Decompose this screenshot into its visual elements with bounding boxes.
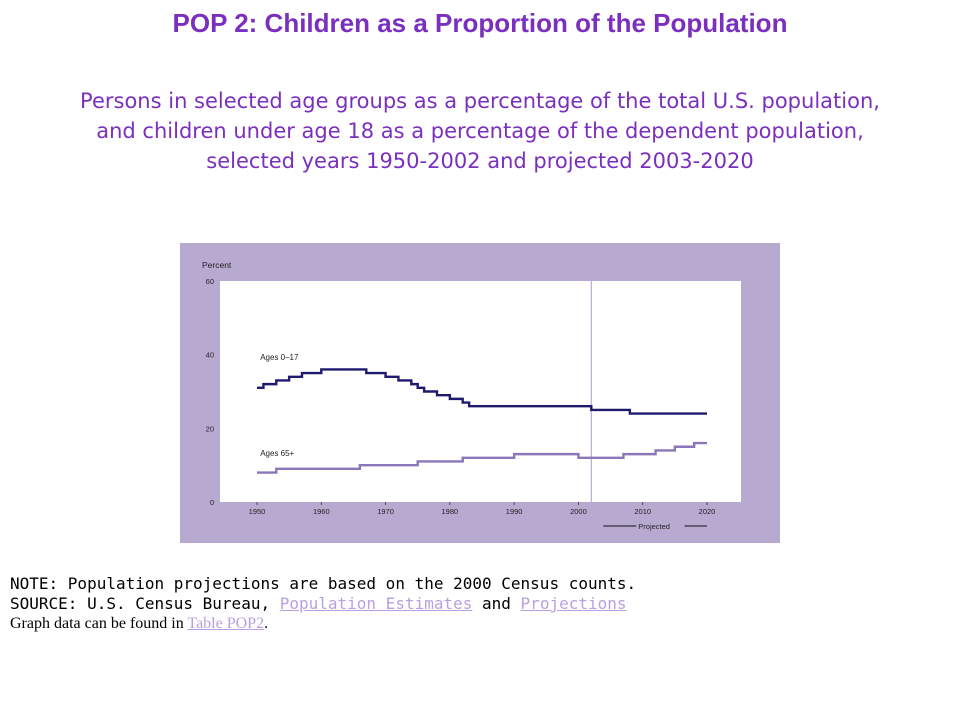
projected-label: Projected — [638, 522, 670, 531]
x-tick-label: 2010 — [634, 507, 651, 516]
graph-suffix: . — [264, 615, 269, 632]
y-axis-label: Percent — [202, 260, 232, 270]
series-label-elderly: Ages 65+ — [260, 449, 294, 458]
graph-data-line: Graph data can be found in Table POP2. — [10, 614, 950, 634]
y-tick-label: 0 — [210, 498, 214, 507]
table-pop2-link[interactable]: Table POP2 — [187, 615, 265, 632]
x-tick-label: 2020 — [699, 507, 716, 516]
y-tick-label: 60 — [206, 277, 214, 286]
source-and: and — [472, 594, 521, 613]
graph-prefix: Graph data can be found in — [10, 615, 188, 632]
projections-link[interactable]: Projections — [520, 594, 627, 613]
note-line: NOTE: Population projections are based o… — [10, 574, 637, 593]
x-tick-label: 1960 — [313, 507, 330, 516]
x-tick-label: 2000 — [570, 507, 587, 516]
x-tick-label: 1980 — [442, 507, 459, 516]
y-tick-label: 40 — [206, 351, 214, 360]
x-tick-label: 1950 — [249, 507, 266, 516]
population-estimates-link[interactable]: Population Estimates — [279, 594, 473, 613]
page-title: POP 2: Children as a Proportion of the P… — [172, 8, 788, 38]
page-subtitle: Persons in selected age groups as a perc… — [80, 89, 880, 173]
source-line: SOURCE: U.S. Census Bureau, Population E… — [10, 594, 950, 614]
x-tick-label: 1990 — [506, 507, 523, 516]
plot-area — [220, 281, 741, 502]
y-tick-label: 20 — [206, 424, 214, 433]
line-chart: Percent 0 20 40 60 1950 1960 1970 1980 1990 2000 20… — [202, 260, 741, 531]
notes-block: NOTE: Population projections are based o… — [10, 574, 950, 634]
series-label-children: Ages 0–17 — [260, 353, 299, 362]
series-line-0 — [257, 368, 707, 415]
chart-frame: Percent 0 20 40 60 1950 1960 1970 1980 1990 2000 20… — [180, 243, 780, 543]
source-prefix: SOURCE: U.S. Census Bureau, — [10, 594, 280, 613]
x-tick-label: 1970 — [377, 507, 394, 516]
series-line-1 — [257, 441, 707, 474]
